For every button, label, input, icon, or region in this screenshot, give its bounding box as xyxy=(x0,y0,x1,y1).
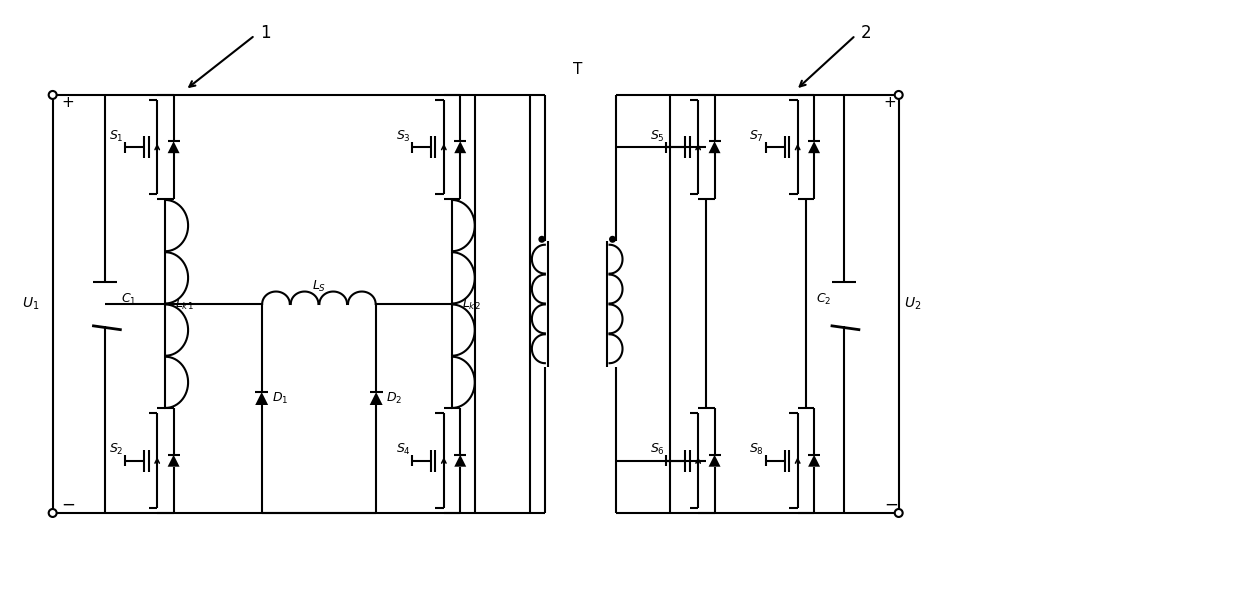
Text: $U_2$: $U_2$ xyxy=(904,296,921,312)
Circle shape xyxy=(48,509,57,517)
Polygon shape xyxy=(167,455,180,467)
Polygon shape xyxy=(454,141,466,153)
Text: $S_{6}$: $S_{6}$ xyxy=(650,442,665,457)
Text: $D_1$: $D_1$ xyxy=(272,391,288,406)
Text: $C_2$: $C_2$ xyxy=(816,292,831,307)
Circle shape xyxy=(610,236,615,242)
Circle shape xyxy=(895,91,903,99)
Text: $L_{k1}$: $L_{k1}$ xyxy=(175,296,195,311)
Circle shape xyxy=(895,509,903,517)
Polygon shape xyxy=(708,455,720,467)
Text: −: − xyxy=(884,496,898,514)
Text: $C_1$: $C_1$ xyxy=(122,292,136,307)
Polygon shape xyxy=(167,141,180,153)
Polygon shape xyxy=(454,455,466,467)
Circle shape xyxy=(48,91,57,99)
Circle shape xyxy=(539,236,544,242)
Text: $S_{4}$: $S_{4}$ xyxy=(396,442,410,457)
Text: T: T xyxy=(573,62,582,77)
Text: −: − xyxy=(62,496,76,514)
Text: 2: 2 xyxy=(861,24,872,42)
Polygon shape xyxy=(808,141,820,153)
Polygon shape xyxy=(255,392,268,405)
Text: +: + xyxy=(62,96,74,110)
Text: $U_1$: $U_1$ xyxy=(22,296,40,312)
Polygon shape xyxy=(808,455,820,467)
Text: $S_{3}$: $S_{3}$ xyxy=(396,129,410,144)
Polygon shape xyxy=(708,141,720,153)
Text: $L_{k2}$: $L_{k2}$ xyxy=(463,296,481,311)
Polygon shape xyxy=(370,392,383,405)
Text: $S_{5}$: $S_{5}$ xyxy=(650,129,665,144)
Text: $L_S$: $L_S$ xyxy=(311,279,326,293)
Text: $S_{1}$: $S_{1}$ xyxy=(109,129,124,144)
Text: $D_2$: $D_2$ xyxy=(386,391,402,406)
Text: $S_{7}$: $S_{7}$ xyxy=(749,129,764,144)
Text: 1: 1 xyxy=(260,24,270,42)
Text: $S_{2}$: $S_{2}$ xyxy=(109,442,124,457)
Text: +: + xyxy=(884,96,897,110)
Text: $S_{8}$: $S_{8}$ xyxy=(749,442,764,457)
